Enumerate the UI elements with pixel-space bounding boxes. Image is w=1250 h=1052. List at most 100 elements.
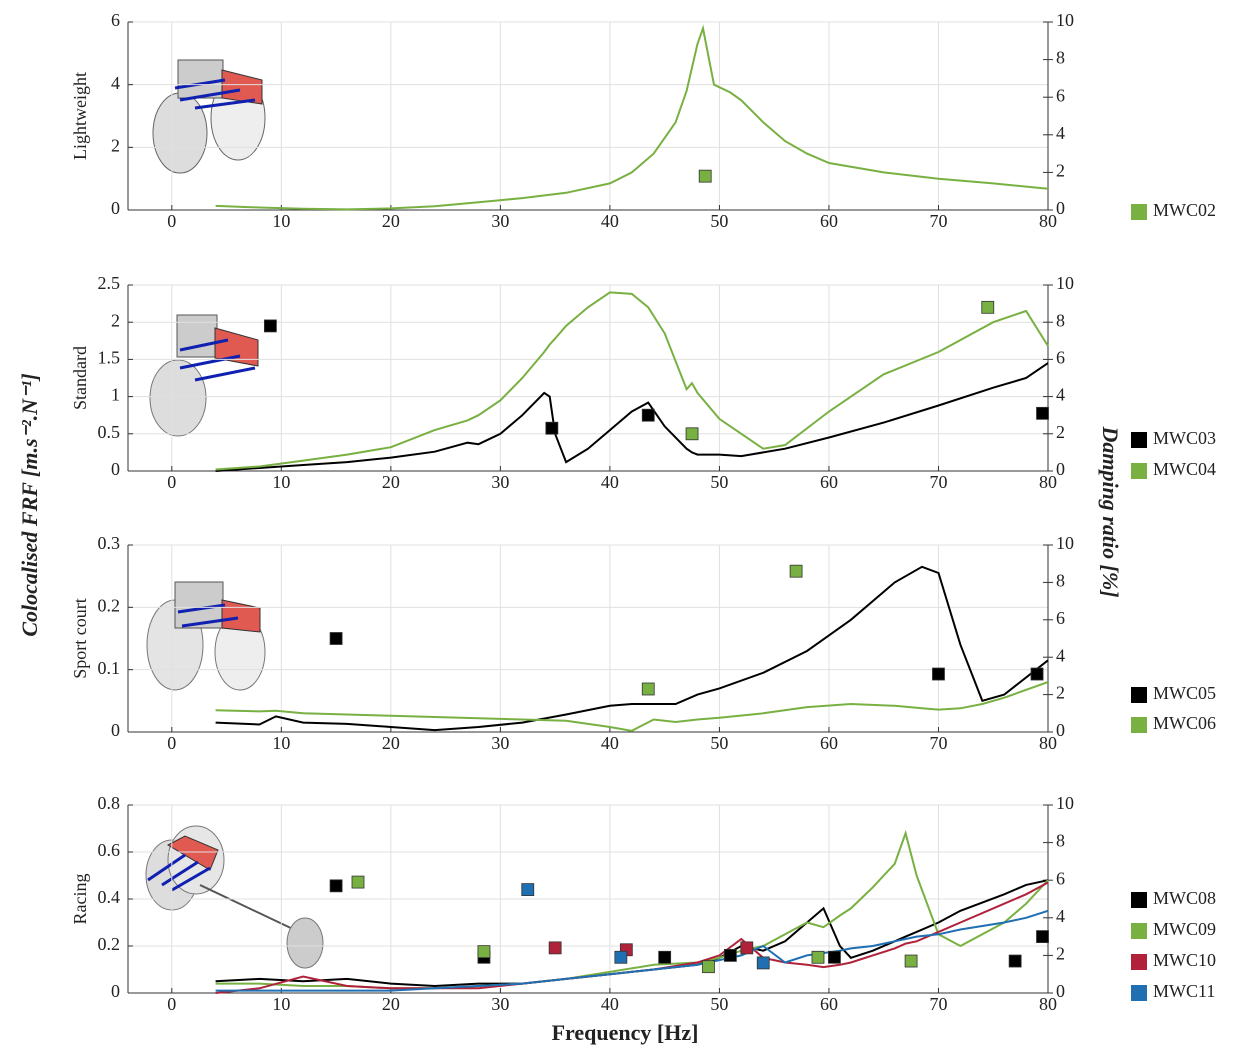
x-tick-label: 70	[929, 733, 947, 753]
x-tick-label: 20	[382, 211, 400, 231]
legend-swatch	[1131, 954, 1147, 970]
x-tick-label: 0	[167, 994, 176, 1014]
x-tick-label: 40	[601, 733, 619, 753]
x-tick-label: 40	[601, 211, 619, 231]
x-tick-label: 70	[929, 211, 947, 231]
legend-label: MWC06	[1153, 713, 1216, 733]
x-tick-label: 20	[382, 733, 400, 753]
x-tick-label: 50	[710, 211, 728, 231]
damping-point	[932, 667, 945, 681]
y2-tick-label: 10	[1056, 533, 1074, 553]
frf-line	[215, 909, 1049, 992]
damping-point	[904, 954, 918, 968]
legend-label: MWC11	[1153, 981, 1215, 1001]
damping-point	[521, 883, 535, 896]
illustration-sport-court	[146, 581, 266, 691]
y2-tick-label: 4	[1056, 123, 1065, 143]
y2-tick-label: 8	[1056, 831, 1065, 851]
x-tick-label: 60	[820, 472, 838, 492]
panel-label: Standard	[70, 346, 90, 410]
x-tick-label: 40	[601, 994, 619, 1014]
x-tick-label: 80	[1039, 733, 1057, 753]
y2-tick-label: 0	[1056, 981, 1065, 1001]
legend-swatch	[1131, 204, 1147, 220]
legend-label: MWC03	[1153, 428, 1216, 448]
y-tick-label: 0	[111, 981, 120, 1001]
x-tick-label: 60	[820, 733, 838, 753]
legend-label: MWC10	[1153, 950, 1216, 970]
panel-label: Lightweight	[70, 72, 90, 160]
y-tick-label: 2	[111, 310, 120, 330]
x-tick-label: 60	[820, 994, 838, 1014]
x-axis-title: Frequency [Hz]	[552, 1020, 699, 1045]
x-tick-label: 10	[272, 733, 290, 753]
damping-point	[828, 950, 841, 964]
x-tick-label: 70	[929, 994, 947, 1014]
frf-line	[215, 879, 1049, 988]
damping-point	[658, 950, 672, 964]
y2-axis-title: Damping ratio [%]	[1098, 425, 1123, 597]
damping-point	[756, 956, 770, 970]
y2-tick-label: 0	[1056, 459, 1065, 479]
frf-line	[215, 362, 1049, 472]
y-tick-label: 4	[111, 73, 120, 93]
x-tick-label: 30	[491, 733, 509, 753]
y2-tick-label: 2	[1056, 683, 1065, 703]
frf-line	[215, 291, 1049, 471]
x-tick-label: 30	[491, 472, 509, 492]
y-tick-label: 2.5	[98, 273, 121, 293]
y-tick-label: 0.3	[98, 533, 121, 553]
y-tick-label: 0	[111, 198, 120, 218]
y2-tick-label: 2	[1056, 944, 1065, 964]
y-tick-label: 0.8	[98, 793, 121, 813]
illustration-lightweight	[152, 59, 266, 174]
damping-point	[641, 682, 655, 696]
x-tick-label: 20	[382, 472, 400, 492]
y-tick-label: 0.2	[98, 934, 121, 954]
damping-point	[641, 408, 655, 422]
damping-point	[1036, 930, 1049, 943]
damping-point	[723, 949, 737, 962]
damping-point	[1036, 406, 1049, 420]
frf-line	[215, 24, 1049, 211]
y2-tick-label: 0	[1056, 720, 1065, 740]
x-tick-label: 10	[272, 472, 290, 492]
x-tick-label: 0	[167, 733, 176, 753]
legend-swatch	[1131, 985, 1147, 1001]
damping-point	[548, 941, 562, 955]
y-tick-label: 0	[111, 459, 120, 479]
legend-swatch	[1131, 687, 1147, 703]
damping-point	[1030, 667, 1044, 681]
x-tick-label: 40	[601, 472, 619, 492]
y-tick-label: 0.6	[98, 840, 121, 860]
legend-swatch	[1131, 432, 1147, 448]
legend-label: MWC04	[1153, 459, 1216, 479]
damping-point	[1008, 954, 1022, 968]
damping-point	[981, 300, 995, 314]
y2-tick-label: 8	[1056, 571, 1065, 591]
illustration-standard	[149, 314, 259, 437]
x-tick-label: 10	[272, 994, 290, 1014]
damping-point	[789, 564, 803, 578]
legend-label: MWC08	[1153, 888, 1216, 908]
damping-point	[698, 169, 712, 183]
x-tick-label: 20	[382, 994, 400, 1014]
x-tick-label: 80	[1039, 211, 1057, 231]
panel: 0 10 20 30 40 50 60 70 8000.20.40.60.80246810Rac…	[70, 793, 1216, 1014]
x-tick-label: 80	[1039, 994, 1057, 1014]
y2-tick-label: 10	[1056, 273, 1074, 293]
legend-swatch	[1131, 923, 1147, 939]
damping-point	[702, 960, 715, 974]
legend-label: MWC02	[1153, 200, 1216, 220]
damping-point	[545, 421, 559, 435]
y2-tick-label: 6	[1056, 348, 1065, 368]
y-tick-label: 1	[111, 385, 120, 405]
illustration-racing	[145, 825, 324, 969]
x-tick-label: 50	[710, 994, 728, 1014]
y-tick-label: 0.4	[98, 887, 121, 907]
legend-swatch	[1131, 892, 1147, 908]
legend-label: MWC05	[1153, 683, 1216, 703]
y-axis-title: Colocalised FRF [m.s⁻².N⁻¹]	[17, 373, 42, 636]
y-tick-label: 0	[111, 720, 120, 740]
y2-tick-label: 4	[1056, 385, 1065, 405]
